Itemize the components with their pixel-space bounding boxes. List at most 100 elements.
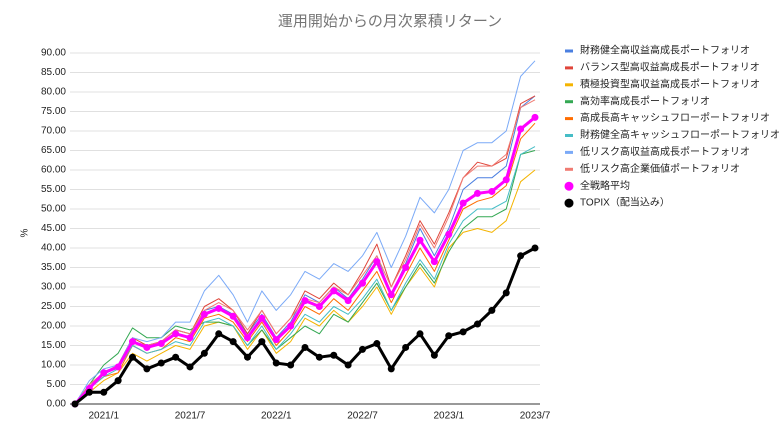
y-tick-label: 20.00 <box>41 321 66 332</box>
y-tick-label: 35.00 <box>41 262 66 273</box>
y-tick-label: 50.00 <box>41 204 66 215</box>
data-point <box>301 297 309 305</box>
data-point <box>186 334 194 342</box>
data-point <box>502 176 510 184</box>
y-tick-label: 5.00 <box>47 379 67 390</box>
data-point <box>258 314 266 322</box>
data-point <box>287 322 295 330</box>
data-point <box>502 289 510 297</box>
x-tick-label: 2023/7 <box>520 411 551 422</box>
data-point <box>114 377 122 385</box>
x-tick-label: 2022/7 <box>347 411 378 422</box>
data-point <box>531 244 539 252</box>
series-line <box>74 122 536 405</box>
series-line <box>74 95 536 405</box>
data-point <box>344 297 352 305</box>
data-point <box>100 369 108 377</box>
series-line <box>74 169 536 405</box>
data-point <box>157 340 165 348</box>
y-tick-label: 10.00 <box>41 360 66 371</box>
data-point <box>445 230 453 238</box>
data-point <box>85 388 93 396</box>
data-point <box>157 359 165 367</box>
data-point <box>330 287 338 295</box>
data-point <box>315 353 323 361</box>
legend-label: 高効率高成長ポートフォリオ <box>580 94 710 107</box>
series-line <box>74 95 536 405</box>
data-point <box>402 343 410 351</box>
data-point <box>272 336 280 344</box>
legend-label: TOPIX（配当込み） <box>580 196 670 209</box>
legend-marker <box>564 198 574 208</box>
data-point <box>359 345 366 353</box>
legend-label: 低リスク高企業価値ポートフォリオ <box>580 162 740 175</box>
y-tick-label: 80.00 <box>41 87 66 98</box>
data-point <box>143 365 151 373</box>
data-point <box>474 320 481 328</box>
data-point <box>129 353 136 361</box>
series-line <box>74 146 536 405</box>
data-point <box>344 361 352 369</box>
data-point <box>301 343 309 351</box>
data-point <box>215 304 223 312</box>
legend-label: バランス型高収益高成長ポートフォリオ <box>580 61 760 74</box>
data-point <box>100 388 108 396</box>
data-point <box>114 363 122 371</box>
data-point <box>272 359 280 367</box>
data-point <box>330 351 338 359</box>
y-tick-label: 0.00 <box>47 399 67 410</box>
data-point <box>129 338 136 346</box>
data-point <box>373 258 381 266</box>
legend-label: 高成長高キャッシュフローポートフォリオ <box>580 111 770 124</box>
data-point <box>373 340 381 348</box>
legend-label: 財務健全高キャッシュフローポートフォリオ <box>580 128 780 141</box>
series-line <box>74 60 536 405</box>
x-tick-label: 2023/1 <box>433 411 464 422</box>
y-axis-label: % <box>20 228 31 237</box>
legend-label: 財務健全高収益高成長ポートフォリオ <box>580 44 750 57</box>
data-point <box>71 400 79 408</box>
x-tick-label: 2022/1 <box>261 411 292 422</box>
data-point <box>459 328 467 336</box>
y-tick-label: 70.00 <box>41 126 66 137</box>
data-point <box>172 330 180 338</box>
y-tick-label: 65.00 <box>41 145 66 156</box>
data-point <box>517 125 525 133</box>
data-point <box>430 258 438 266</box>
data-point <box>416 330 424 338</box>
data-point <box>200 349 208 357</box>
y-tick-label: 90.00 <box>41 48 66 59</box>
legend-label: 全戦略平均 <box>580 179 630 192</box>
data-point <box>229 338 237 346</box>
x-tick-label: 2021/7 <box>175 411 206 422</box>
data-point <box>143 343 151 351</box>
x-tick-label: 2021/1 <box>88 411 119 422</box>
data-point <box>172 353 180 361</box>
data-point <box>287 361 295 369</box>
y-tick-label: 75.00 <box>41 106 66 117</box>
data-point <box>402 264 410 271</box>
data-point <box>445 332 453 340</box>
data-point <box>215 330 223 338</box>
series-line <box>74 150 536 405</box>
data-point <box>459 199 467 207</box>
chart-title: 運用開始からの月次累積リターン <box>278 13 502 30</box>
data-point <box>488 187 496 195</box>
y-tick-label: 45.00 <box>41 223 66 234</box>
y-tick-label: 40.00 <box>41 243 66 254</box>
series-line <box>74 99 536 405</box>
y-tick-label: 15.00 <box>41 340 66 351</box>
legend-label: 積極投資型高収益高成長ポートフォリオ <box>580 77 760 90</box>
y-tick-label: 60.00 <box>41 165 66 176</box>
data-point <box>359 279 366 287</box>
data-point <box>474 189 481 197</box>
y-tick-label: 25.00 <box>41 301 66 312</box>
data-point <box>488 306 496 314</box>
legend-label: 低リスク高収益高成長ポートフォリオ <box>580 145 750 158</box>
data-point <box>186 363 194 371</box>
y-tick-label: 85.00 <box>41 67 66 78</box>
legend-marker <box>564 181 574 191</box>
y-tick-label: 30.00 <box>41 282 66 293</box>
data-point <box>387 365 395 373</box>
